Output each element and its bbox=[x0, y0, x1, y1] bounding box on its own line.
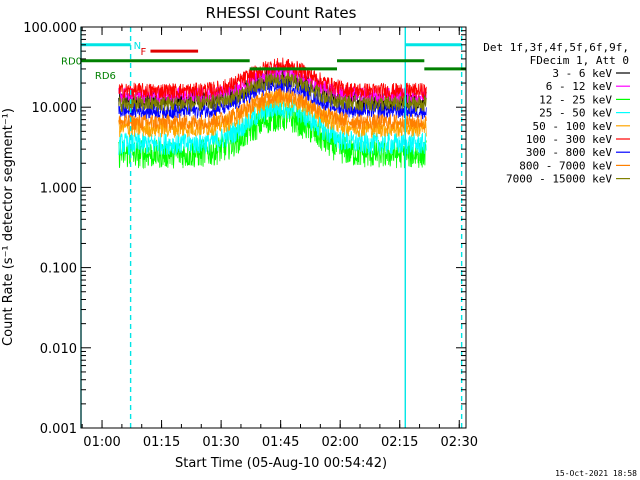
legend-header-line-2: FDecim 1, Att 0 bbox=[530, 54, 629, 67]
y-tick-label-4: 0.100 bbox=[40, 262, 77, 277]
chart-title: RHESSI Count Rates bbox=[206, 4, 357, 22]
x-tick-label-7: 02:30 bbox=[441, 435, 478, 450]
y-axis-ticks: 100.000 10.000 1.000 0.100 0.010 0.001 bbox=[23, 21, 466, 437]
y-axis-label: Count Rate (s⁻¹ detector segment⁻¹) bbox=[1, 108, 16, 346]
plot-frame bbox=[80, 26, 467, 429]
y-tick-label-2: 10.000 bbox=[32, 101, 78, 116]
legend-label-4: 25 - 50 keV bbox=[539, 107, 612, 120]
legend-label-2: 6 - 12 keV bbox=[546, 80, 613, 93]
y-tick-label-3: 1.000 bbox=[40, 181, 77, 196]
y-tick-label-5: 0.010 bbox=[40, 342, 77, 357]
plot-marks: NF RD0 RD6 bbox=[61, 27, 466, 428]
legend-label-5: 50 - 100 keV bbox=[533, 120, 613, 133]
legend: Det 1f,3f,4f,5f,6f,9f, FDecim 1, Att 0 3… bbox=[483, 41, 630, 186]
flag-label-1: N bbox=[134, 41, 141, 52]
legend-label-8: 800 - 7000 keV bbox=[519, 159, 612, 172]
y-tick-label-6: 0.001 bbox=[40, 422, 77, 437]
legend-label-6: 100 - 300 keV bbox=[526, 133, 612, 146]
series-line-7 bbox=[118, 77, 427, 120]
x-axis-ticks: 01:00 01:15 01:30 01:45 02:00 02:15 02:30 bbox=[81, 27, 478, 450]
legend-label-1: 3 - 6 keV bbox=[552, 67, 612, 80]
x-tick-label-3: 01:30 bbox=[202, 435, 239, 450]
series-line-8 bbox=[118, 87, 427, 131]
x-tick-label-4: 01:45 bbox=[262, 435, 299, 450]
flag-label-2: F bbox=[140, 47, 146, 58]
x-tick-label-1: 01:00 bbox=[83, 435, 120, 450]
x-tick-label-5: 02:00 bbox=[321, 435, 358, 450]
flag-label-3: RD0 bbox=[61, 57, 82, 68]
legend-label-7: 300 - 800 keV bbox=[526, 146, 612, 159]
series-line-2 bbox=[118, 64, 427, 104]
flag-label-4: RD6 bbox=[95, 71, 116, 82]
x-tick-label-6: 02:15 bbox=[381, 435, 418, 450]
x-axis-label: Start Time (05-Aug-10 00:54:42) bbox=[175, 456, 387, 471]
legend-label-3: 12 - 25 keV bbox=[539, 93, 612, 106]
x-tick-label-2: 01:15 bbox=[143, 435, 180, 450]
y-tick-label-1: 100.000 bbox=[23, 21, 77, 36]
series-line-9 bbox=[118, 72, 427, 112]
legend-header-line-1: Det 1f,3f,4f,5f,6f,9f, bbox=[483, 41, 629, 54]
timestamp: 15-Oct-2021 18:58 bbox=[555, 469, 637, 478]
legend-label-9: 7000 - 15000 keV bbox=[506, 173, 612, 186]
